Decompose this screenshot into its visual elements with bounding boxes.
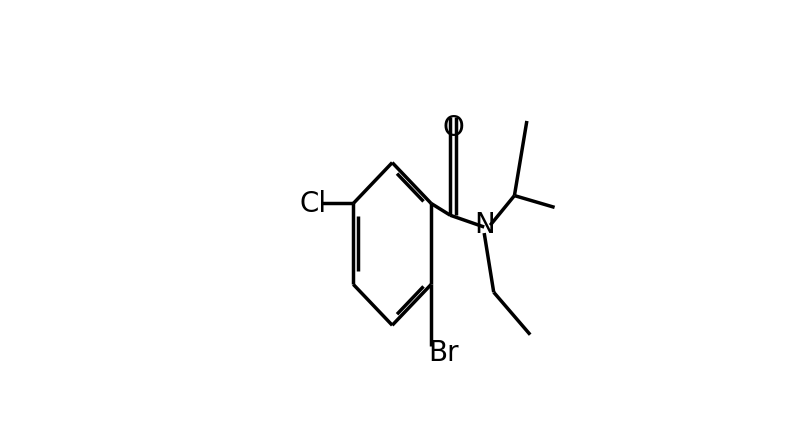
Text: O: O: [442, 114, 464, 142]
Text: Cl: Cl: [300, 190, 327, 218]
Text: Br: Br: [428, 338, 459, 366]
Text: N: N: [474, 211, 495, 239]
